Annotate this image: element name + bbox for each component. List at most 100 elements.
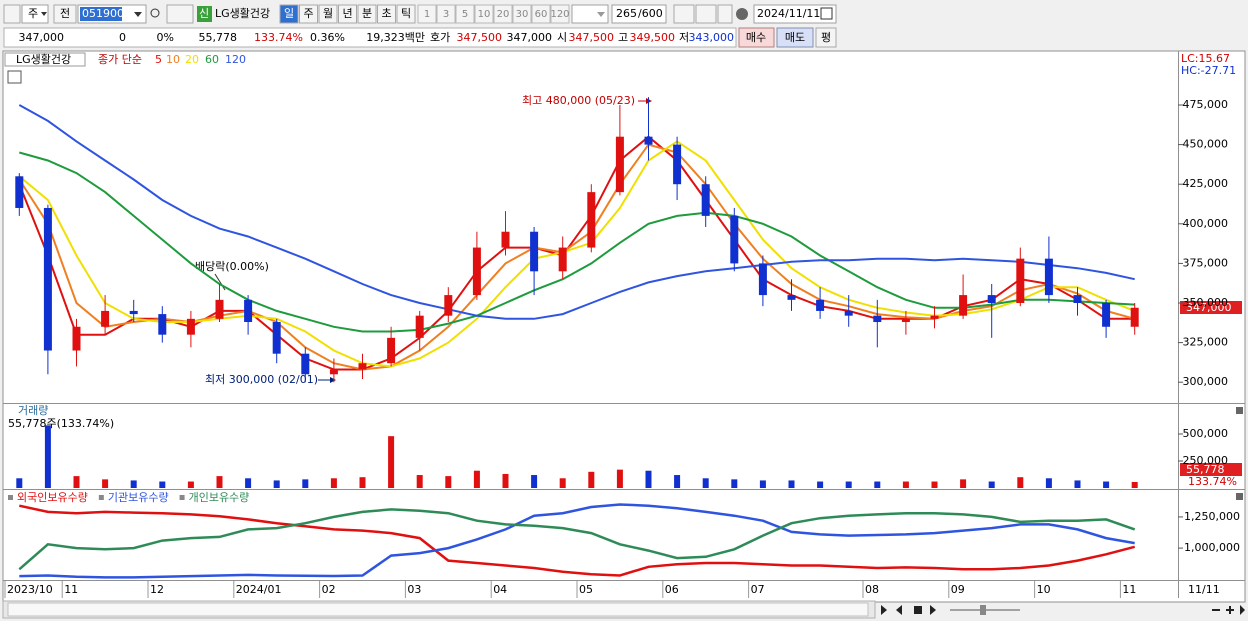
panel-close[interactable] <box>1236 407 1243 414</box>
period-tab[interactable] <box>357 4 377 24</box>
volume-bar <box>674 475 681 488</box>
legend-entry: 60 <box>205 53 219 66</box>
candle-body <box>329 369 338 375</box>
last-volume-ratio: 133.74% <box>1188 475 1237 488</box>
volume-ratio: 133.74% <box>254 31 303 44</box>
period-tab[interactable] <box>396 4 416 24</box>
legend-entry: 개인보유수량 <box>189 491 250 504</box>
period-tab[interactable] <box>318 4 338 24</box>
buy-button[interactable] <box>738 27 775 48</box>
hc-label: HC:-27.71 <box>1181 64 1236 77</box>
interval-button[interactable] <box>493 4 513 24</box>
interval-text: 3 <box>443 9 449 20</box>
volume-value-label: 55,778주(133.74%) <box>8 417 114 430</box>
interval-button[interactable] <box>550 4 570 24</box>
ma-line <box>18 140 1136 368</box>
candle-body <box>1044 258 1053 296</box>
sell-button[interactable] <box>776 27 814 48</box>
interval-button[interactable] <box>531 4 551 24</box>
period-tab[interactable] <box>377 4 396 24</box>
scrollbar-thumb[interactable] <box>7 602 869 617</box>
stop-icon[interactable] <box>914 606 922 614</box>
calendar-icon[interactable] <box>820 7 833 20</box>
period-text: 주 <box>28 7 38 20</box>
scroll-right[interactable] <box>1240 605 1245 615</box>
sound-button[interactable] <box>166 4 194 24</box>
count-input[interactable] <box>611 4 667 24</box>
candle-body <box>901 318 910 323</box>
legend-entry: 5 <box>155 53 162 66</box>
zoom-in[interactable] <box>1226 606 1234 614</box>
candle-body <box>1016 258 1025 304</box>
interval-button[interactable] <box>455 4 475 24</box>
candle-body <box>730 215 739 264</box>
volume-bar <box>330 478 337 488</box>
candle-body <box>72 326 81 351</box>
settings-icon[interactable] <box>736 8 748 20</box>
interval-button[interactable] <box>417 4 437 24</box>
avg-button[interactable] <box>815 27 837 48</box>
y-tick-label: 250,000 <box>1183 454 1229 467</box>
candle-body <box>1102 303 1111 327</box>
last-price: 347,000 <box>1186 301 1232 314</box>
candle-body <box>244 299 253 323</box>
forward-icon[interactable] <box>930 605 936 615</box>
candle-body <box>873 315 882 323</box>
menu-icon[interactable] <box>3 4 21 24</box>
volume-bar <box>931 481 938 488</box>
ask: 347,500 <box>457 31 503 44</box>
holding-line <box>19 503 1135 579</box>
x-tick-label: 12 <box>150 583 164 596</box>
change-pct: 0% <box>157 31 174 44</box>
panel-close[interactable] <box>1236 493 1243 500</box>
candle-body <box>101 310 110 327</box>
count-max: /600 <box>638 7 663 20</box>
volume-bar <box>1103 481 1110 488</box>
prev-button[interactable] <box>53 4 77 24</box>
interval-dropdown[interactable] <box>571 4 609 24</box>
tool-icon[interactable] <box>717 4 733 24</box>
candle-body <box>644 136 653 145</box>
lc-label: LC:15.67 <box>1181 52 1230 65</box>
count: 265 <box>616 7 637 20</box>
rewind-icon[interactable] <box>896 605 902 615</box>
x-tick-label: 05 <box>579 583 593 596</box>
period-text: 일 <box>284 6 294 20</box>
date-input[interactable] <box>753 4 837 24</box>
arrow-head <box>330 377 336 383</box>
candle-body <box>301 353 310 375</box>
volume-bar <box>874 481 881 488</box>
new-badge <box>197 6 212 22</box>
tool-icon[interactable] <box>695 4 717 24</box>
x-tick-label: 07 <box>751 583 765 596</box>
tool-icon[interactable] <box>673 4 695 24</box>
period-tab[interactable] <box>338 4 357 24</box>
period-select[interactable] <box>21 4 49 24</box>
turnover: 0.36% <box>310 31 345 44</box>
interval-text: 5 <box>462 9 468 20</box>
candle-body <box>959 295 968 316</box>
candle-body <box>530 231 539 272</box>
y-tick-label: 500,000 <box>1183 427 1229 440</box>
holding-line <box>18 508 1136 571</box>
high-label: 고 <box>618 31 628 44</box>
interval-button[interactable] <box>436 4 456 24</box>
last-volume: 55,778 <box>1186 463 1225 476</box>
candle-body <box>415 315 424 338</box>
volume-bar <box>130 480 137 488</box>
zoom-knob[interactable] <box>980 605 986 615</box>
candle-body <box>444 295 453 316</box>
candle-body <box>673 144 682 185</box>
low-annotation: 최저 300,000 (02/01) <box>205 373 318 386</box>
dropdown-arrow <box>597 12 605 17</box>
interval-button[interactable] <box>512 4 532 24</box>
ask-label: 호가 <box>430 31 450 44</box>
period-tab[interactable] <box>279 4 299 24</box>
interval-buttons: 1 3 5 10 20 30 60 120 <box>417 4 570 24</box>
legend-entry: 외국인보유수량 <box>17 491 88 504</box>
table-icon[interactable] <box>7 70 22 84</box>
search-icon[interactable] <box>150 8 160 18</box>
period-tab[interactable] <box>299 4 318 24</box>
interval-button[interactable] <box>474 4 494 24</box>
play-icon[interactable] <box>881 605 887 615</box>
